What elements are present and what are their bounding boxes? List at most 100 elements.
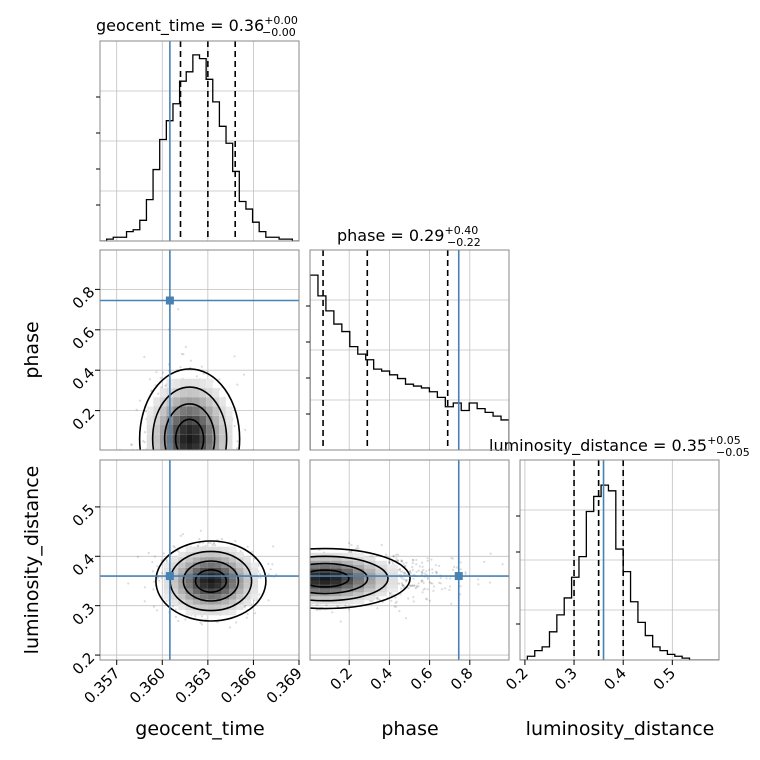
sample-point (304, 576, 306, 578)
sample-point (172, 605, 175, 608)
xtick-label: 0.360 (126, 664, 169, 707)
sample-point (302, 587, 304, 589)
density-cell (219, 471, 226, 480)
density-cell (200, 471, 207, 480)
density-cell (171, 557, 179, 563)
sample-point (266, 596, 268, 598)
sample-point (452, 568, 455, 572)
ytick-label: 0.8 (69, 283, 99, 313)
density-cell (353, 592, 365, 597)
sample-point (179, 366, 182, 369)
density-cell (193, 471, 200, 480)
panel-frame (309, 459, 510, 661)
density-cell (275, 565, 286, 569)
density-cell (153, 397, 160, 407)
density-cell (186, 453, 193, 462)
density-cell (159, 388, 167, 398)
density-cell (275, 577, 286, 581)
sample-point (213, 541, 216, 544)
sample-point (306, 594, 308, 596)
sample-point (423, 587, 427, 590)
panel-frame (99, 459, 300, 661)
density-cell (386, 568, 398, 573)
density-cell (180, 471, 187, 480)
density-cell (219, 406, 226, 416)
sample-point (287, 571, 289, 573)
density-cell (186, 406, 193, 416)
density-cell (364, 556, 376, 561)
sample-point (302, 571, 304, 573)
sample-point (405, 561, 408, 565)
density-cell (319, 556, 331, 561)
density-cell (229, 583, 237, 589)
sample-point (278, 586, 280, 588)
sample-point (376, 607, 379, 610)
sample-point (387, 560, 391, 563)
sample-point (151, 570, 154, 573)
density-cell (319, 552, 331, 557)
density-cell (263, 592, 274, 596)
sample-point (417, 582, 420, 585)
density-cell (310, 560, 320, 565)
sample-point (425, 597, 428, 600)
sample-point (161, 371, 165, 374)
sample-point (390, 599, 393, 602)
density-cell (206, 397, 213, 407)
sample-point (143, 355, 146, 358)
title-geocent-time-lower: −0.00 (262, 26, 296, 39)
density-cell (163, 583, 171, 589)
sample-point (445, 577, 448, 580)
density-cell (185, 610, 193, 616)
sample-point (246, 545, 249, 548)
density-cell (199, 406, 207, 416)
density-cell (200, 557, 208, 563)
sample-point (415, 563, 418, 566)
density-cell (173, 406, 180, 416)
histogram-luminosity_distance (520, 484, 719, 660)
density-cell (330, 588, 342, 593)
density-cell (319, 592, 331, 597)
density-cell (243, 599, 251, 605)
density-cell (353, 552, 365, 557)
sample-point (153, 555, 156, 558)
sample-point (164, 384, 167, 388)
density-cell (185, 567, 193, 574)
sample-point (428, 599, 431, 602)
sample-point (435, 571, 438, 574)
sample-point (392, 555, 395, 558)
sample-point (415, 586, 418, 589)
density-cell (229, 557, 237, 563)
title-phase-lower: −0.22 (447, 236, 481, 249)
density-cell (192, 378, 200, 388)
density-cell (178, 562, 186, 568)
xtick-label: 0.6 (407, 664, 437, 694)
sample-point (375, 596, 378, 600)
sample-point (286, 582, 288, 584)
sample-point (199, 621, 202, 624)
sample-point (153, 580, 156, 583)
xtick-label: 0.366 (217, 664, 260, 707)
sample-point (218, 378, 221, 381)
density-cell (286, 577, 297, 581)
sample-point (159, 376, 162, 379)
density-cell (163, 588, 171, 595)
density-cell (214, 551, 222, 558)
density-cell (193, 453, 200, 462)
sample-point (234, 539, 237, 543)
density-cell (236, 567, 244, 574)
density-cell (186, 471, 193, 480)
density-cell (250, 567, 259, 574)
sample-point (348, 551, 351, 554)
density-cell (286, 600, 297, 604)
sample-point (198, 538, 201, 541)
sample-point (233, 355, 236, 358)
sample-point (421, 565, 424, 568)
sample-point (173, 546, 176, 549)
density-cell (225, 443, 233, 450)
sample-point (305, 559, 307, 561)
sample-point (155, 371, 158, 374)
sample-point (304, 559, 306, 561)
sample-point (294, 552, 296, 554)
sample-point (274, 563, 276, 565)
sample-point (405, 617, 408, 620)
